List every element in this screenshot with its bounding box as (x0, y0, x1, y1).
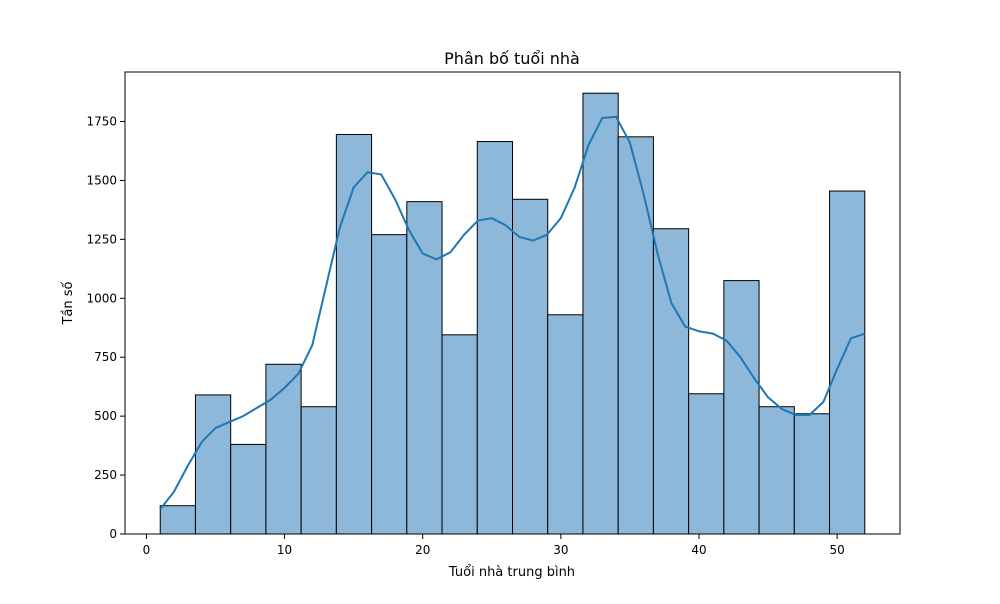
y-axis: 0 250 500 750 1000 1250 1500 1750 (86, 115, 125, 541)
y-tick-label: 1500 (86, 173, 117, 187)
x-tick-label: 20 (415, 543, 430, 557)
histogram-bar (688, 393, 725, 535)
x-tick-label: 0 (143, 543, 151, 557)
histogram-bar (335, 133, 373, 535)
y-tick-label: 250 (94, 468, 117, 482)
histogram-bar (723, 280, 760, 535)
x-tick-label: 30 (553, 543, 568, 557)
x-axis-label: Tuổi nhà trung bình (448, 565, 575, 580)
histogram-bar (793, 413, 831, 535)
kde-line (159, 115, 866, 510)
histogram-bar (758, 406, 795, 535)
histogram-bar (476, 141, 514, 535)
histogram-bar (159, 505, 196, 535)
y-tick-label: 1000 (86, 291, 117, 305)
x-tick-label: 50 (830, 543, 845, 557)
x-tick-label: 10 (277, 543, 292, 557)
histogram-bar (547, 314, 584, 535)
plot-frame (124, 71, 901, 535)
x-axis: 0 10 20 30 40 50 (143, 534, 845, 557)
bars (159, 92, 866, 535)
histogram-bar (829, 190, 866, 535)
y-axis-label: Tần số (61, 281, 76, 325)
y-tick-label: 750 (94, 350, 117, 364)
chart-title: Phân bố tuổi nhà (444, 49, 580, 68)
histogram-bar (582, 92, 619, 535)
x-tick-label: 40 (691, 543, 706, 557)
histogram-bar (300, 406, 337, 535)
histogram-bar (230, 443, 267, 535)
histogram-bar (406, 201, 443, 535)
histogram-bar (265, 363, 302, 535)
y-tick-label: 0 (109, 527, 117, 541)
y-tick-label: 1750 (86, 115, 117, 129)
histogram-bar (512, 198, 549, 535)
histogram-bar (652, 228, 690, 535)
histogram-bar (194, 394, 232, 535)
y-tick-label: 500 (94, 409, 117, 423)
histogram-bar (617, 136, 654, 535)
y-tick-label: 1250 (86, 232, 117, 246)
histogram-bar (371, 234, 408, 535)
histogram-bar (441, 334, 478, 535)
